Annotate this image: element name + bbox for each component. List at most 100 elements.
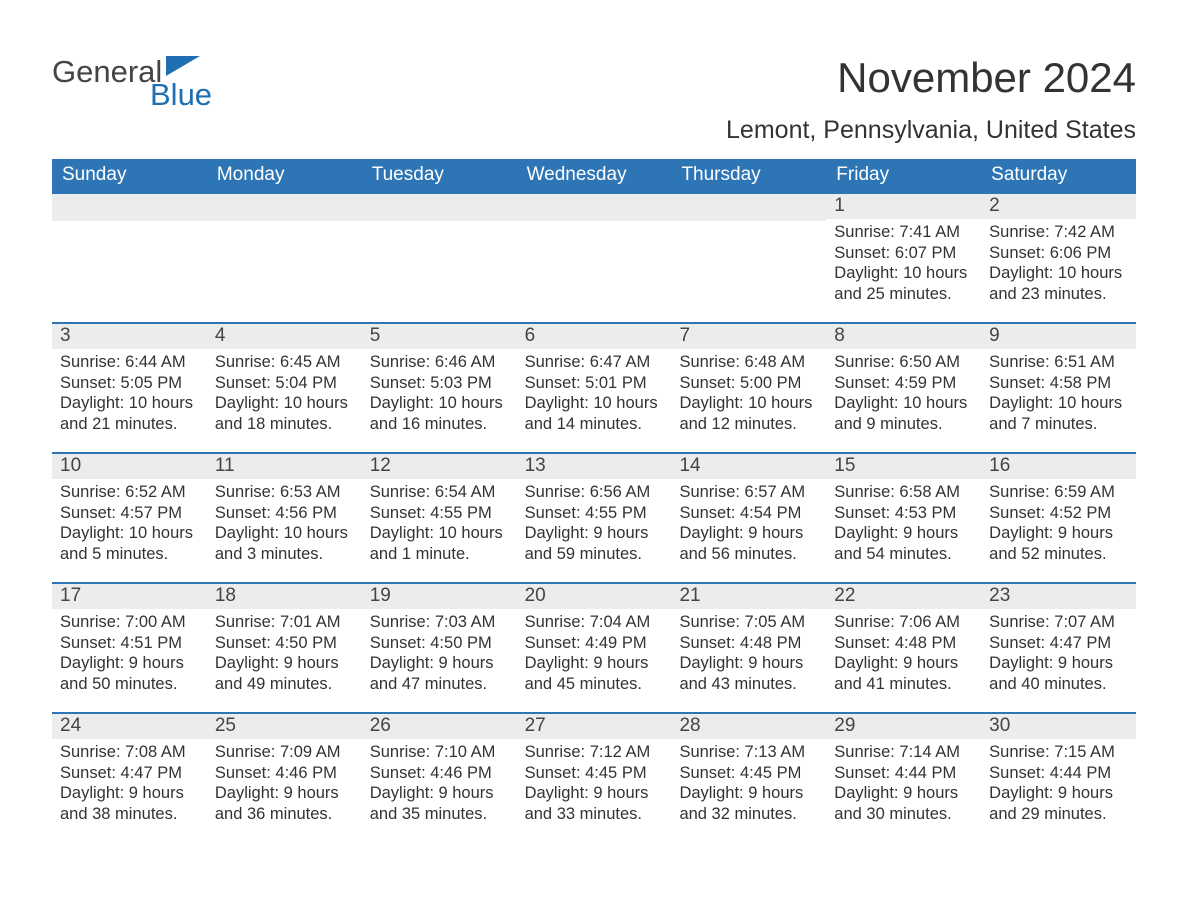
daylight-line: Daylight: 10 hours and 23 minutes. bbox=[989, 263, 1128, 304]
day-body: Sunrise: 6:48 AMSunset: 5:00 PMDaylight:… bbox=[671, 349, 826, 441]
daylight-line: Daylight: 9 hours and 54 minutes. bbox=[834, 523, 973, 564]
day-cell: 15Sunrise: 6:58 AMSunset: 4:53 PMDayligh… bbox=[826, 454, 981, 582]
day-cell: 21Sunrise: 7:05 AMSunset: 4:48 PMDayligh… bbox=[671, 584, 826, 712]
day-cell: 19Sunrise: 7:03 AMSunset: 4:50 PMDayligh… bbox=[362, 584, 517, 712]
sunset-line: Sunset: 4:52 PM bbox=[989, 503, 1128, 524]
day-body: Sunrise: 7:04 AMSunset: 4:49 PMDaylight:… bbox=[517, 609, 672, 701]
day-number: 6 bbox=[517, 324, 672, 349]
day-body: Sunrise: 6:45 AMSunset: 5:04 PMDaylight:… bbox=[207, 349, 362, 441]
weekday-header: Sunday bbox=[52, 159, 207, 192]
day-cell: 26Sunrise: 7:10 AMSunset: 4:46 PMDayligh… bbox=[362, 714, 517, 842]
day-number: 11 bbox=[207, 454, 362, 479]
daylight-line: Daylight: 9 hours and 59 minutes. bbox=[525, 523, 664, 564]
day-cell: 17Sunrise: 7:00 AMSunset: 4:51 PMDayligh… bbox=[52, 584, 207, 712]
sunrise-line: Sunrise: 7:12 AM bbox=[525, 742, 664, 763]
weekday-header: Monday bbox=[207, 159, 362, 192]
daylight-line: Daylight: 9 hours and 49 minutes. bbox=[215, 653, 354, 694]
sunrise-line: Sunrise: 6:57 AM bbox=[679, 482, 818, 503]
week-row: 17Sunrise: 7:00 AMSunset: 4:51 PMDayligh… bbox=[52, 582, 1136, 712]
day-number: 17 bbox=[52, 584, 207, 609]
weekday-header: Saturday bbox=[981, 159, 1136, 192]
daylight-line: Daylight: 10 hours and 18 minutes. bbox=[215, 393, 354, 434]
logo: General Blue bbox=[52, 50, 212, 110]
day-number: 10 bbox=[52, 454, 207, 479]
daylight-line: Daylight: 9 hours and 52 minutes. bbox=[989, 523, 1128, 564]
day-body: Sunrise: 7:01 AMSunset: 4:50 PMDaylight:… bbox=[207, 609, 362, 701]
weekday-header: Wednesday bbox=[517, 159, 672, 192]
week-row: 3Sunrise: 6:44 AMSunset: 5:05 PMDaylight… bbox=[52, 322, 1136, 452]
day-number: 27 bbox=[517, 714, 672, 739]
sunset-line: Sunset: 4:47 PM bbox=[989, 633, 1128, 654]
day-number: 29 bbox=[826, 714, 981, 739]
daylight-line: Daylight: 9 hours and 36 minutes. bbox=[215, 783, 354, 824]
sunset-line: Sunset: 4:56 PM bbox=[215, 503, 354, 524]
daylight-line: Daylight: 9 hours and 32 minutes. bbox=[679, 783, 818, 824]
day-cell: 24Sunrise: 7:08 AMSunset: 4:47 PMDayligh… bbox=[52, 714, 207, 842]
sunset-line: Sunset: 4:55 PM bbox=[370, 503, 509, 524]
day-body: Sunrise: 7:13 AMSunset: 4:45 PMDaylight:… bbox=[671, 739, 826, 831]
day-cell: 4Sunrise: 6:45 AMSunset: 5:04 PMDaylight… bbox=[207, 324, 362, 452]
daylight-line: Daylight: 9 hours and 38 minutes. bbox=[60, 783, 199, 824]
day-body: Sunrise: 7:06 AMSunset: 4:48 PMDaylight:… bbox=[826, 609, 981, 701]
sunrise-line: Sunrise: 7:10 AM bbox=[370, 742, 509, 763]
day-cell: 28Sunrise: 7:13 AMSunset: 4:45 PMDayligh… bbox=[671, 714, 826, 842]
sunrise-line: Sunrise: 6:53 AM bbox=[215, 482, 354, 503]
day-cell: 14Sunrise: 6:57 AMSunset: 4:54 PMDayligh… bbox=[671, 454, 826, 582]
sunrise-line: Sunrise: 7:14 AM bbox=[834, 742, 973, 763]
sunset-line: Sunset: 4:55 PM bbox=[525, 503, 664, 524]
day-cell: 6Sunrise: 6:47 AMSunset: 5:01 PMDaylight… bbox=[517, 324, 672, 452]
sunrise-line: Sunrise: 6:48 AM bbox=[679, 352, 818, 373]
day-number: 16 bbox=[981, 454, 1136, 479]
sunset-line: Sunset: 5:05 PM bbox=[60, 373, 199, 394]
location-label: Lemont, Pennsylvania, United States bbox=[52, 116, 1136, 145]
daylight-line: Daylight: 9 hours and 30 minutes. bbox=[834, 783, 973, 824]
day-number: 24 bbox=[52, 714, 207, 739]
sunrise-line: Sunrise: 7:01 AM bbox=[215, 612, 354, 633]
empty-cell bbox=[362, 194, 517, 322]
day-cell: 12Sunrise: 6:54 AMSunset: 4:55 PMDayligh… bbox=[362, 454, 517, 582]
daylight-line: Daylight: 9 hours and 35 minutes. bbox=[370, 783, 509, 824]
day-number: 25 bbox=[207, 714, 362, 739]
empty-daybar bbox=[517, 194, 672, 221]
day-number: 4 bbox=[207, 324, 362, 349]
empty-daybar bbox=[671, 194, 826, 221]
daylight-line: Daylight: 9 hours and 50 minutes. bbox=[60, 653, 199, 694]
day-cell: 2Sunrise: 7:42 AMSunset: 6:06 PMDaylight… bbox=[981, 194, 1136, 322]
sunset-line: Sunset: 4:54 PM bbox=[679, 503, 818, 524]
day-cell: 1Sunrise: 7:41 AMSunset: 6:07 PMDaylight… bbox=[826, 194, 981, 322]
day-body: Sunrise: 7:09 AMSunset: 4:46 PMDaylight:… bbox=[207, 739, 362, 831]
day-cell: 13Sunrise: 6:56 AMSunset: 4:55 PMDayligh… bbox=[517, 454, 672, 582]
day-number: 13 bbox=[517, 454, 672, 479]
day-body: Sunrise: 6:57 AMSunset: 4:54 PMDaylight:… bbox=[671, 479, 826, 571]
sunset-line: Sunset: 4:45 PM bbox=[525, 763, 664, 784]
sunrise-line: Sunrise: 6:50 AM bbox=[834, 352, 973, 373]
day-body: Sunrise: 7:07 AMSunset: 4:47 PMDaylight:… bbox=[981, 609, 1136, 701]
day-body: Sunrise: 7:42 AMSunset: 6:06 PMDaylight:… bbox=[981, 219, 1136, 311]
day-number: 30 bbox=[981, 714, 1136, 739]
day-body: Sunrise: 6:52 AMSunset: 4:57 PMDaylight:… bbox=[52, 479, 207, 571]
day-number: 19 bbox=[362, 584, 517, 609]
daylight-line: Daylight: 10 hours and 12 minutes. bbox=[679, 393, 818, 434]
sunrise-line: Sunrise: 6:58 AM bbox=[834, 482, 973, 503]
sunset-line: Sunset: 5:03 PM bbox=[370, 373, 509, 394]
day-number: 26 bbox=[362, 714, 517, 739]
day-cell: 23Sunrise: 7:07 AMSunset: 4:47 PMDayligh… bbox=[981, 584, 1136, 712]
daylight-line: Daylight: 9 hours and 41 minutes. bbox=[834, 653, 973, 694]
sunrise-line: Sunrise: 7:15 AM bbox=[989, 742, 1128, 763]
empty-cell bbox=[671, 194, 826, 322]
sunset-line: Sunset: 4:45 PM bbox=[679, 763, 818, 784]
week-row: 24Sunrise: 7:08 AMSunset: 4:47 PMDayligh… bbox=[52, 712, 1136, 842]
daylight-line: Daylight: 10 hours and 25 minutes. bbox=[834, 263, 973, 304]
day-body: Sunrise: 6:53 AMSunset: 4:56 PMDaylight:… bbox=[207, 479, 362, 571]
sunrise-line: Sunrise: 6:51 AM bbox=[989, 352, 1128, 373]
sunrise-line: Sunrise: 6:47 AM bbox=[525, 352, 664, 373]
day-cell: 29Sunrise: 7:14 AMSunset: 4:44 PMDayligh… bbox=[826, 714, 981, 842]
sunrise-line: Sunrise: 6:59 AM bbox=[989, 482, 1128, 503]
sunset-line: Sunset: 4:50 PM bbox=[370, 633, 509, 654]
daylight-line: Daylight: 10 hours and 16 minutes. bbox=[370, 393, 509, 434]
page-title: November 2024 bbox=[837, 54, 1136, 102]
empty-cell bbox=[517, 194, 672, 322]
day-number: 3 bbox=[52, 324, 207, 349]
sunrise-line: Sunrise: 7:13 AM bbox=[679, 742, 818, 763]
week-row: 10Sunrise: 6:52 AMSunset: 4:57 PMDayligh… bbox=[52, 452, 1136, 582]
